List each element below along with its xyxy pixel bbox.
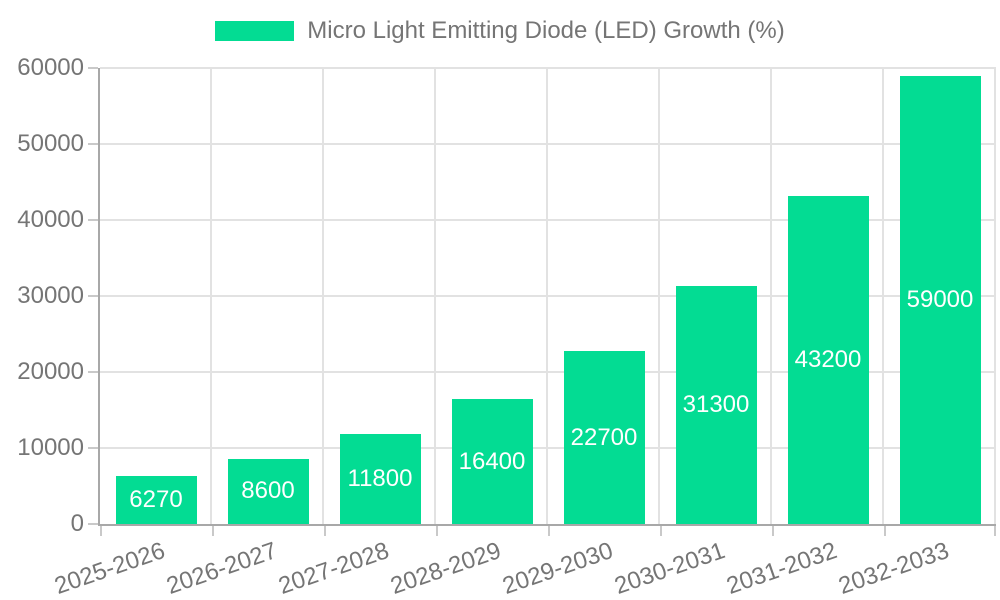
bar-2030-2031[interactable]: 31300 [675, 286, 757, 524]
y-gridline [100, 447, 996, 449]
chart-legend[interactable]: Micro Light Emitting Diode (LED) Growth … [0, 17, 1000, 45]
x-axis-tick [324, 526, 326, 536]
x-gridline [434, 68, 436, 524]
bar-2028-2029[interactable]: 16400 [451, 399, 533, 524]
y-gridline [100, 219, 996, 221]
y-axis-tick [88, 447, 98, 449]
x-gridline [658, 68, 660, 524]
y-axis-tick-label: 30000 [17, 282, 84, 309]
y-gridline [100, 371, 996, 373]
bar-value-label: 59000 [906, 285, 974, 313]
bar-value-label: 11800 [347, 465, 413, 493]
y-axis-tick-label: 60000 [17, 54, 84, 81]
y-axis-tick-label: 50000 [17, 130, 84, 157]
plot-area: 0 10000 20000 30000 40000 50000 60000 6270 8600 1… [17, 56, 996, 600]
bar-value-label: 8600 [241, 477, 295, 505]
y-axis-tick [88, 371, 98, 373]
legend-series-label[interactable]: Micro Light Emitting Diode (LED) Growth … [307, 17, 785, 44]
x-axis-tick [660, 526, 662, 536]
x-axis-tick [548, 526, 550, 536]
bar-value-label: 6270 [129, 486, 183, 514]
x-axis-tick [772, 526, 774, 536]
bar-2026-2027[interactable]: 8600 [227, 458, 309, 524]
x-gridline [322, 68, 324, 524]
y-gridline [100, 295, 996, 297]
bar-value-label: 31300 [682, 391, 750, 419]
legend-swatch[interactable] [215, 21, 295, 41]
bar-value-label: 16400 [458, 447, 526, 475]
y-axis-tick-label: 40000 [17, 206, 84, 233]
x-gridline [546, 68, 548, 524]
y-axis-tick [88, 143, 98, 145]
bar-2032-2033[interactable]: 59000 [899, 75, 981, 524]
bar-2027-2028[interactable]: 11800 [339, 434, 421, 524]
x-axis-tick [994, 526, 996, 536]
bar-value-label: 43200 [794, 345, 862, 373]
y-axis-tick-label: 20000 [17, 358, 84, 385]
x-axis-tick [436, 526, 438, 536]
x-gridline [882, 68, 884, 524]
y-axis-tick-label: 10000 [17, 434, 84, 461]
bar-2029-2030[interactable]: 22700 [563, 351, 645, 524]
y-axis-tick [88, 219, 98, 221]
y-axis-tick [88, 523, 98, 525]
x-gridline [994, 68, 996, 524]
y-axis-tick [88, 67, 98, 69]
x-axis-tick [884, 526, 886, 536]
y-axis-tick [88, 295, 98, 297]
x-axis-tick [100, 526, 102, 536]
x-gridline [210, 68, 212, 524]
bar-2031-2032[interactable]: 43200 [787, 195, 869, 524]
y-axis-tick-label: 0 [70, 510, 84, 537]
x-gridline [770, 68, 772, 524]
bar-2025-2026[interactable]: 6270 [115, 476, 197, 524]
y-gridline [100, 143, 996, 145]
y-gridline [100, 67, 996, 69]
x-axis-tick [212, 526, 214, 536]
bar-value-label: 22700 [570, 423, 638, 451]
